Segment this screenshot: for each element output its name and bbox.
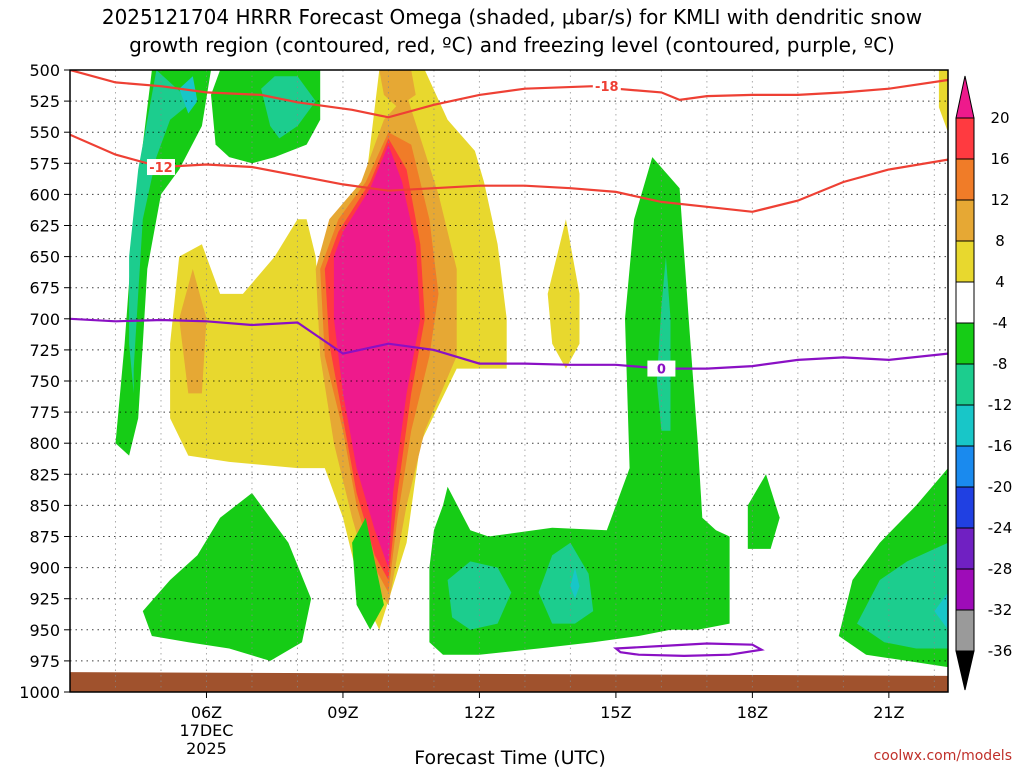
y-tick-label: 875 xyxy=(29,528,60,547)
y-tick-label: 725 xyxy=(29,341,60,360)
colorbar-segment xyxy=(955,199,975,242)
omega-shade-4-2 xyxy=(938,70,948,133)
freezing-level-contour xyxy=(70,317,948,370)
colorbar-tick-label: -4 xyxy=(993,314,1008,332)
x-axis-title: Forecast Time (UTC) xyxy=(414,747,605,768)
y-tick-label: 675 xyxy=(29,279,60,298)
omega-shade--8-20 xyxy=(656,256,671,431)
colorbar-tick-label: 20 xyxy=(990,109,1009,127)
omega-shade--4-14 xyxy=(747,474,780,549)
y-tick-label: 700 xyxy=(29,310,60,329)
omega-shade--4-12 xyxy=(352,517,384,630)
y-tick-label: 500 xyxy=(29,61,60,80)
colorbar-segment xyxy=(955,445,975,488)
y-tick-label: 975 xyxy=(29,652,60,671)
colorbar-segment xyxy=(955,281,975,324)
credit-text: coolwx.com/models xyxy=(874,748,1012,764)
omega-shade--4-9 xyxy=(115,70,211,456)
contour-label: -18 xyxy=(595,80,619,95)
colorbar-tick-label: -32 xyxy=(988,601,1013,619)
colorbar-tick-label: -28 xyxy=(988,560,1013,578)
y-tick-label: 950 xyxy=(29,621,60,640)
colorbar-segment xyxy=(955,240,975,283)
contour-label: -12 xyxy=(149,161,173,176)
colorbar-top-arrow xyxy=(955,75,975,119)
y-tick-label: 1000 xyxy=(19,683,60,702)
y-tick-label: 600 xyxy=(29,185,60,204)
colorbar-tick-label: -20 xyxy=(988,478,1013,496)
contour-label-bg xyxy=(592,78,621,95)
colorbar-segment xyxy=(955,322,975,365)
y-tick-label: 900 xyxy=(29,559,60,578)
omega-shade--12-23 xyxy=(570,567,580,599)
omega-shade--4-13 xyxy=(429,157,730,655)
dgz-contour-0 xyxy=(70,70,948,119)
grid xyxy=(70,70,948,692)
y-tick-label: 525 xyxy=(29,92,60,111)
colorbar-segment xyxy=(955,404,975,447)
omega-shade--8-18 xyxy=(447,561,512,630)
y-tick-label: 775 xyxy=(29,403,60,422)
colorbar-segment xyxy=(955,363,975,406)
colorbar-tick-label: -8 xyxy=(993,355,1008,373)
x-tick-label: 18Z xyxy=(737,703,768,722)
plot-area: -18 -12 0 xyxy=(69,69,949,693)
contour-label-bg xyxy=(146,159,175,176)
y-tick-label: 550 xyxy=(29,123,60,142)
omega-shade--12-24 xyxy=(934,592,948,630)
omega-shade--4-11 xyxy=(142,493,312,661)
y-tick-label: 850 xyxy=(29,496,60,515)
omega-shade--8-17 xyxy=(261,76,316,139)
colorbar-tick-label: 16 xyxy=(990,150,1009,168)
x-tick-label: 09Z xyxy=(327,703,358,722)
omega-shade--8-21 xyxy=(857,542,948,649)
x-tick-label: 21Z xyxy=(873,703,904,722)
contour-label-bg xyxy=(647,360,676,377)
omega-shade--8-16 xyxy=(129,70,193,394)
y-tick-label: 625 xyxy=(29,217,60,236)
x-tick-date: 17DEC xyxy=(179,721,233,740)
colorbar-segment xyxy=(955,568,975,611)
surface-ground-band xyxy=(70,672,948,692)
colorbar-bottom-arrow xyxy=(955,650,975,691)
omega-shade-8-3 xyxy=(179,269,207,394)
x-tick-year: 2025 xyxy=(186,739,227,758)
omega-shade--12-22 xyxy=(179,76,198,114)
chart-title-line2: growth region (contoured, red, ºC) and f… xyxy=(129,33,895,57)
colorbar-segment xyxy=(955,158,975,201)
dgz-contour-1 xyxy=(70,133,948,213)
colorbar-segment xyxy=(955,609,975,652)
x-tick-label: 06Z xyxy=(191,703,222,722)
y-tick-label: 925 xyxy=(29,590,60,609)
omega-shade--8-19 xyxy=(538,542,594,624)
y-tick-label: 825 xyxy=(29,465,60,484)
colorbar-tick-label: 12 xyxy=(990,191,1009,209)
contours: -18 -12 0 xyxy=(70,70,948,658)
colorbar-tick-label: -24 xyxy=(988,519,1013,537)
y-tick-label: 800 xyxy=(29,434,60,453)
x-tick-label: 12Z xyxy=(464,703,495,722)
colorbar-tick-label: 4 xyxy=(995,273,1005,291)
freezing-level-loop xyxy=(612,642,765,658)
surface-band xyxy=(70,672,948,692)
colorbar-tick-label: -16 xyxy=(988,437,1013,455)
y-tick-label: 650 xyxy=(29,248,60,267)
colorbar-segment xyxy=(955,527,975,570)
y-tick-label: 575 xyxy=(29,154,60,173)
colorbar-tick-label: 8 xyxy=(995,232,1005,250)
colorbar: 20 16 12 8 4 -4 -8 -12 -16 -20 -24 -28 -32 -36 xyxy=(955,75,1013,691)
colorbar-segment xyxy=(955,486,975,529)
colorbar-tick-label: -36 xyxy=(988,642,1013,660)
y-axis: 500 525 550 575 600 625 650 675 700 725 750 775 800 8… xyxy=(19,61,70,702)
x-tick-label: 15Z xyxy=(600,703,631,722)
colorbar-segment xyxy=(955,117,975,160)
chart-title-line1: 2025121704 HRRR Forecast Omega (shaded, … xyxy=(102,5,922,29)
y-tick-label: 750 xyxy=(29,372,60,391)
contour-label: 0 xyxy=(657,363,666,378)
colorbar-tick-label: -12 xyxy=(988,396,1013,414)
omega-shade-20-8 xyxy=(333,144,421,568)
